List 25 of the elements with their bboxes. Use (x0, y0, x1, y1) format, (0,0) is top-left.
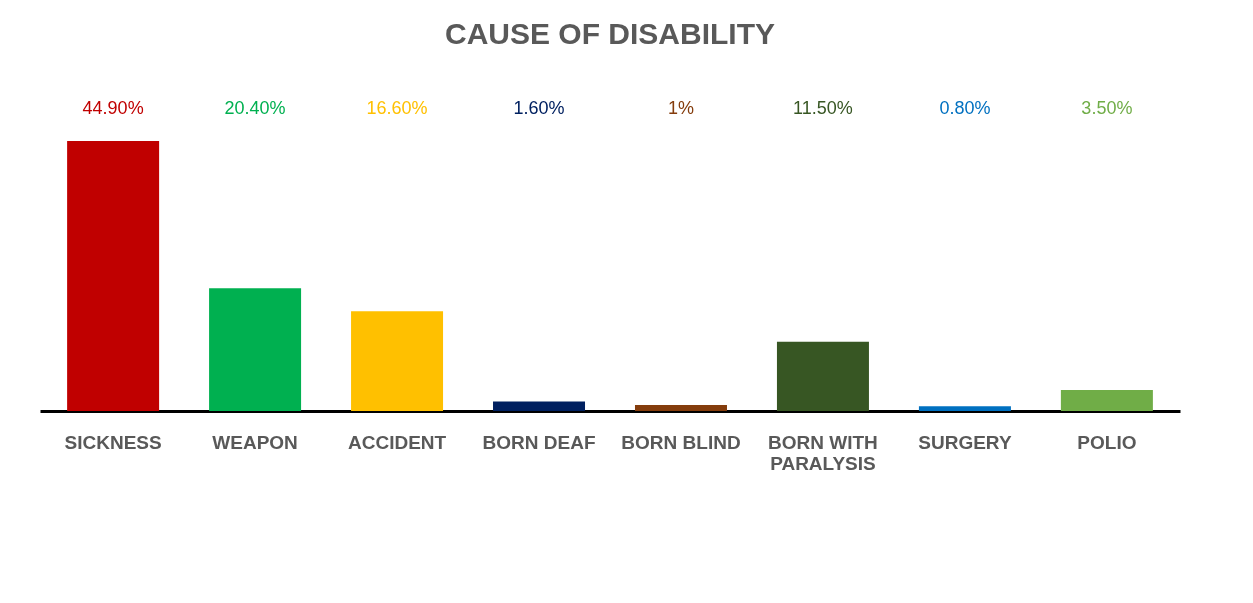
bar (67, 141, 160, 411)
x-tick-label: POLIO (1077, 431, 1137, 453)
data-label: 1% (667, 98, 694, 118)
bar (918, 406, 1011, 411)
data-label: 3.50% (1081, 98, 1133, 118)
x-tick-label: BORN BLIND (621, 431, 741, 453)
bar (209, 288, 302, 411)
x-tick-label: SICKNESS (64, 431, 162, 453)
data-label: 16.60% (366, 98, 428, 118)
x-tick-label: BORN DEAF (482, 431, 596, 453)
data-label: 44.90% (82, 98, 144, 118)
bar (634, 404, 727, 411)
chart-title: CAUSE OF DISABILITY (444, 17, 776, 50)
x-tick-label: SURGERY (918, 431, 1012, 453)
bar (493, 401, 586, 411)
x-tick-label: ACCIDENT (347, 431, 447, 453)
data-label: 11.50% (793, 98, 853, 118)
bar (776, 341, 869, 411)
bar (1060, 389, 1153, 411)
data-label: 20.40% (224, 98, 286, 118)
bar (351, 311, 444, 411)
x-tick-label: BORN WITH PARALYSIS (768, 431, 878, 474)
data-label: 1.60% (513, 98, 565, 118)
data-label: 0.80% (939, 98, 991, 118)
x-tick-label: WEAPON (212, 431, 298, 453)
